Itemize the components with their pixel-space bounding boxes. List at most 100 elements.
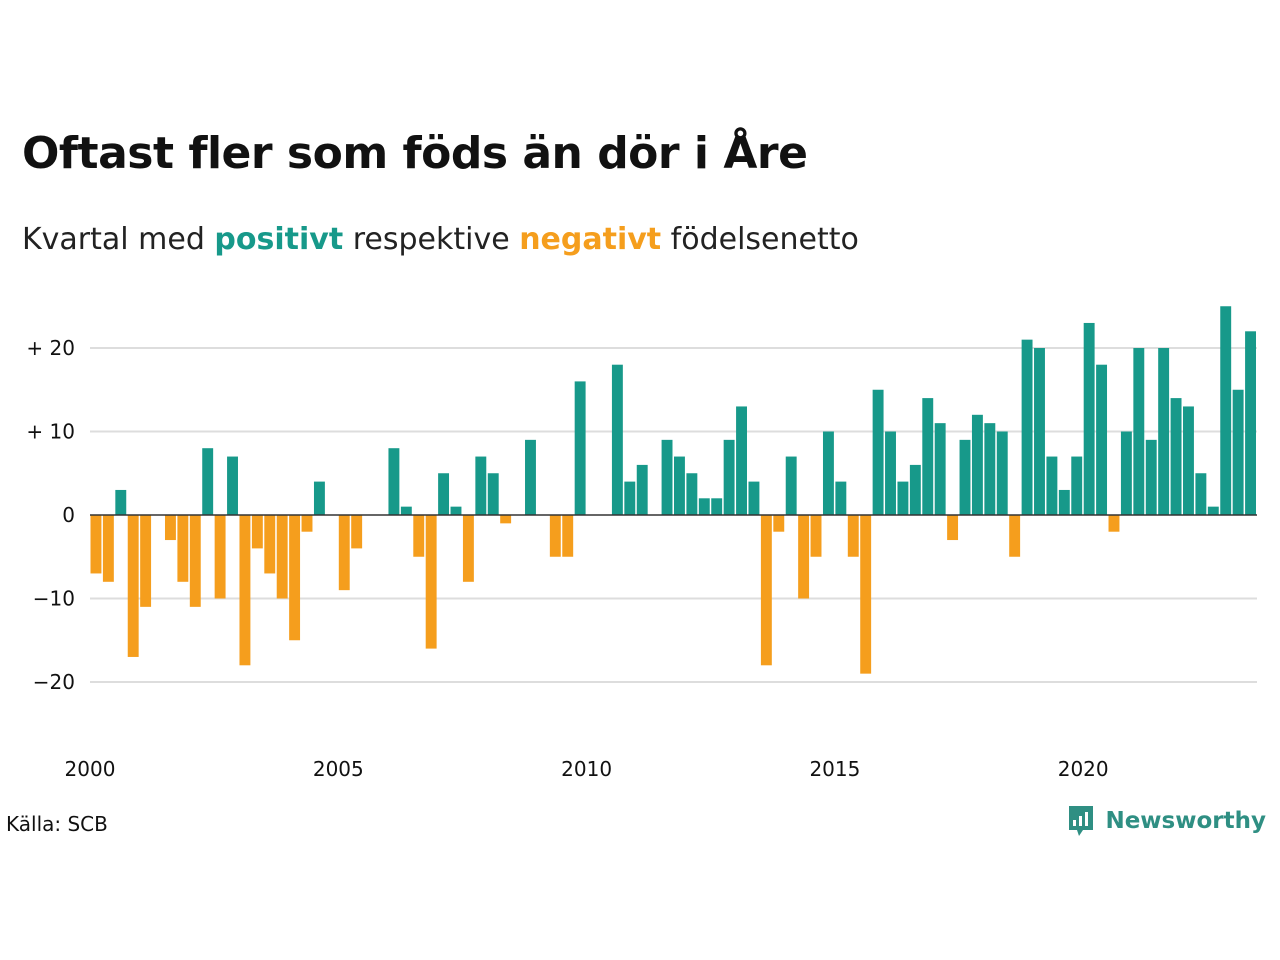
subtitle-text-post: födelsenetto xyxy=(661,222,859,257)
bar-negative xyxy=(810,515,822,557)
bar-negative xyxy=(127,515,139,657)
source-note: Källa: SCB xyxy=(6,812,108,836)
bar-positive xyxy=(636,464,648,515)
bar-negative xyxy=(264,515,276,574)
bar-positive xyxy=(897,481,909,515)
bar-negative xyxy=(251,515,263,549)
bar-positive xyxy=(438,473,450,515)
bar-positive xyxy=(909,464,921,515)
bar-positive xyxy=(996,431,1008,515)
subtitle-text-mid: respektive xyxy=(343,222,520,257)
bar-positive xyxy=(611,364,623,515)
bar-negative xyxy=(301,515,313,532)
subtitle-positive-word: positivt xyxy=(214,222,344,257)
bar-positive xyxy=(1071,456,1083,515)
bar-chart: + 20 + 10 0 −10 −20 2000 2005 2010 2015 2020 xyxy=(26,306,1257,781)
bar-negative xyxy=(413,515,425,557)
bar-positive xyxy=(971,414,983,515)
bar-positive xyxy=(686,473,698,515)
bar-negative xyxy=(351,515,363,549)
chart-title: Oftast fler som föds än dör i Åre xyxy=(22,128,808,179)
y-tick-label: 0 xyxy=(62,503,75,527)
bar-negative xyxy=(102,515,114,582)
bar-positive xyxy=(450,506,462,515)
bar-negative xyxy=(140,515,152,607)
y-tick-label: −20 xyxy=(33,670,75,694)
bar-positive xyxy=(959,439,971,515)
brand-name: Newsworthy xyxy=(1105,808,1266,834)
bar-negative xyxy=(1108,515,1120,532)
bar-negative xyxy=(90,515,102,574)
bar-negative xyxy=(847,515,859,557)
x-tick-label: 2005 xyxy=(313,757,364,781)
x-tick-label: 2000 xyxy=(65,757,116,781)
bar-positive xyxy=(624,481,636,515)
subtitle-text-pre: Kvartal med xyxy=(22,222,215,257)
bar-negative xyxy=(760,515,772,666)
bar-positive xyxy=(202,448,214,515)
bar-positive xyxy=(388,448,400,515)
bar-positive xyxy=(748,481,760,515)
bar-positive xyxy=(574,381,586,515)
bar-positive xyxy=(674,456,685,515)
bar-positive xyxy=(1096,364,1108,515)
bar-negative xyxy=(189,515,201,607)
bar-negative xyxy=(1009,515,1021,557)
axes: + 20 + 10 0 −10 −20 2000 2005 2010 2015 2020 xyxy=(26,336,1257,781)
bar-negative xyxy=(214,515,226,599)
bar-positive xyxy=(984,423,996,515)
bar-negative xyxy=(462,515,474,582)
bar-positive xyxy=(1145,439,1157,515)
bar-negative xyxy=(860,515,872,674)
bar-positive xyxy=(822,431,834,515)
bar-negative xyxy=(289,515,301,641)
bar-positive xyxy=(661,439,673,515)
bar-positive xyxy=(1232,389,1244,515)
bar-positive xyxy=(1034,348,1045,515)
y-tick-label: + 20 xyxy=(26,336,75,360)
bar-positive xyxy=(1046,456,1058,515)
y-tick-label: −10 xyxy=(33,587,75,611)
x-tick-label: 2020 xyxy=(1058,757,1109,781)
bar-positive xyxy=(872,389,884,515)
bars xyxy=(90,306,1256,674)
x-tick-label: 2015 xyxy=(809,757,860,781)
bar-negative xyxy=(239,515,251,666)
bar-positive xyxy=(1021,339,1033,515)
bar-negative xyxy=(549,515,561,557)
bar-positive xyxy=(723,439,735,515)
y-tick-label: + 10 xyxy=(26,420,75,444)
bar-negative xyxy=(773,515,785,532)
bar-positive xyxy=(922,398,934,515)
bar-positive xyxy=(1083,322,1095,515)
bar-positive xyxy=(1220,306,1232,515)
newsworthy-logo-icon xyxy=(1069,806,1094,836)
bar-negative xyxy=(177,515,189,582)
x-tick-label: 2010 xyxy=(561,757,612,781)
bar-positive xyxy=(1245,331,1256,515)
chart-subtitle: Kvartal med positivt respektive negativt… xyxy=(22,222,859,257)
bar-positive xyxy=(711,498,723,515)
bar-positive xyxy=(1207,506,1219,515)
bar-positive xyxy=(313,481,325,515)
bar-positive xyxy=(227,456,238,515)
bar-positive xyxy=(525,439,536,515)
bar-positive xyxy=(1183,406,1194,515)
bar-negative xyxy=(164,515,176,541)
bar-positive xyxy=(835,481,847,515)
subtitle-negative-word: negativt xyxy=(519,222,662,257)
bar-negative xyxy=(562,515,574,557)
bar-positive xyxy=(934,423,946,515)
bar-positive xyxy=(115,489,127,515)
bar-positive xyxy=(785,456,797,515)
bar-negative xyxy=(798,515,810,599)
bar-positive xyxy=(1133,348,1145,515)
bar-positive xyxy=(1158,348,1170,515)
bar-negative xyxy=(500,515,512,524)
bar-positive xyxy=(1120,431,1132,515)
bar-positive xyxy=(1058,489,1070,515)
bar-negative xyxy=(947,515,959,541)
bar-positive xyxy=(736,406,747,515)
bar-positive xyxy=(487,473,499,515)
bar-negative xyxy=(338,515,350,591)
